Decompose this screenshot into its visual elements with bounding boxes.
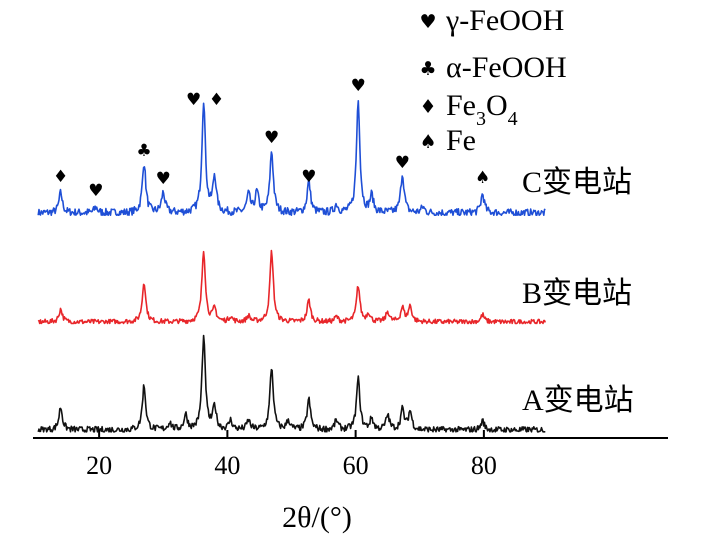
legend-label: Fe3O4 (446, 89, 518, 130)
x-tick-label: 40 (214, 451, 240, 480)
x-tick-labels: 20 40 60 80 (86, 451, 497, 480)
series-line-1 (37, 100, 546, 216)
legend-label: α-FeOOH (446, 51, 567, 84)
heart-icon: ♥ (419, 11, 436, 33)
diamond-icon: ♦ (419, 96, 436, 118)
legend-item-spade: ♠ Fe (419, 124, 476, 157)
peak-marker-heart: ♥ (186, 90, 201, 110)
spade-icon: ♠ (419, 131, 436, 153)
peak-marker-club: ♣ (136, 141, 151, 161)
club-icon: ♣ (419, 58, 436, 80)
legend-label: Fe (446, 124, 476, 157)
peak-marker-heart: ♥ (264, 128, 279, 148)
trace-labels: C变电站 B变电站 A变电站 (522, 166, 634, 417)
peak-marker-heart: ♥ (156, 169, 171, 189)
peak-marker-heart: ♥ (301, 167, 316, 187)
x-axis-title: 2θ/(°) (282, 501, 352, 534)
x-ticks (98, 430, 485, 438)
peak-markers: ♦♥♣♥♥ ♦♥♥♥♥♠ (53, 76, 490, 201)
legend: ♥ γ-FeOOH ♣ α-FeOOH ♦ Fe3O4 ♠ Fe (419, 4, 566, 157)
xrd-traces (37, 100, 547, 433)
legend-label: γ-FeOOH (445, 4, 564, 37)
series-line-2 (37, 249, 547, 325)
x-axis: 20 40 60 80 2θ/(°) (33, 430, 668, 534)
legend-item-diamond: ♦ Fe3O4 (419, 89, 517, 130)
series-label-2: B变电站 (522, 277, 632, 310)
legend-item-heart: ♥ γ-FeOOH (419, 4, 564, 37)
peak-marker-diamond: ♦ (209, 90, 224, 110)
series-label-3: A变电站 (522, 384, 634, 417)
legend-item-club: ♣ α-FeOOH (419, 51, 566, 84)
x-tick-label: 20 (86, 451, 112, 480)
peak-marker-diamond: ♦ (53, 167, 68, 187)
series-line-3 (37, 334, 546, 433)
peak-marker-spade: ♠ (475, 168, 490, 188)
peak-marker-heart: ♥ (88, 181, 103, 201)
peak-marker-heart: ♥ (395, 153, 410, 173)
peak-marker-heart: ♥ (351, 76, 366, 96)
x-tick-label: 80 (471, 451, 497, 480)
series-label-1: C变电站 (522, 166, 632, 199)
x-tick-label: 60 (343, 451, 369, 480)
